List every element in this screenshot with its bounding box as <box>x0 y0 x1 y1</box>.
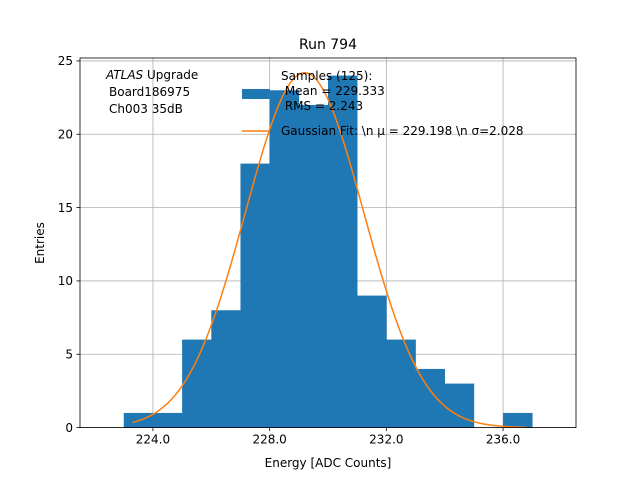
histogram-bar <box>298 104 329 428</box>
histogram-bar <box>357 295 387 428</box>
annotation-upgrade: Upgrade <box>143 68 198 82</box>
histogram-bar <box>328 75 358 428</box>
y-axis-label: Entries <box>33 222 47 264</box>
legend-histogram-line: Samples (125): <box>281 69 372 83</box>
legend-histogram-line: Mean = 229.333 <box>281 84 385 98</box>
legend: Samples (125): Mean = 229.333 RMS = 2.24… <box>242 69 524 138</box>
chart-title: Run 794 <box>299 37 357 53</box>
x-tick-label: 232.0 <box>369 433 403 447</box>
annotation-atlas: ATLAS <box>105 68 144 82</box>
histogram-bar <box>269 90 300 428</box>
legend-fit-label: Gaussian Fit: \n μ = 229.198 \n σ=2.028 <box>281 124 524 138</box>
y-tick-label: 15 <box>58 201 73 215</box>
x-axis-label: Energy [ADC Counts] <box>265 456 392 470</box>
x-tick-label: 236.0 <box>486 433 520 447</box>
histogram-bar <box>211 310 241 428</box>
histogram-bar <box>503 412 533 428</box>
y-axis-ticks: 0 5 10 15 20 25 <box>58 54 80 435</box>
annotation-line-3: Ch003 35dB <box>109 102 183 116</box>
y-tick-label: 10 <box>58 274 73 288</box>
gaussian-fit-line <box>132 71 527 429</box>
legend-histogram-line: RMS = 2.243 <box>281 99 363 113</box>
x-axis-ticks: 224.0 228.0 232.0 236.0 <box>136 427 520 447</box>
y-tick-label: 0 <box>65 421 73 435</box>
y-tick-label: 20 <box>58 128 73 142</box>
histogram-bars <box>123 75 533 428</box>
plot-frame <box>79 57 577 429</box>
y-tick-label: 5 <box>65 348 73 362</box>
annotation-line-2: Board186975 <box>109 85 190 99</box>
annotation-block: ATLAS Upgrade Board186975 Ch003 35dB <box>105 68 198 116</box>
legend-histogram-label: Samples (125): Mean = 229.333 RMS = 2.24… <box>281 69 385 113</box>
histogram-bar <box>240 163 270 428</box>
x-tick-label: 228.0 <box>252 433 286 447</box>
legend-histogram-swatch <box>242 89 270 99</box>
histogram-bar <box>182 339 212 428</box>
histogram-bar <box>415 368 446 428</box>
x-tick-label: 224.0 <box>136 433 170 447</box>
histogram-bar <box>152 412 183 428</box>
y-tick-label: 25 <box>58 54 73 68</box>
histogram-bar <box>386 339 416 428</box>
annotation-line-1: ATLAS Upgrade <box>105 68 198 82</box>
